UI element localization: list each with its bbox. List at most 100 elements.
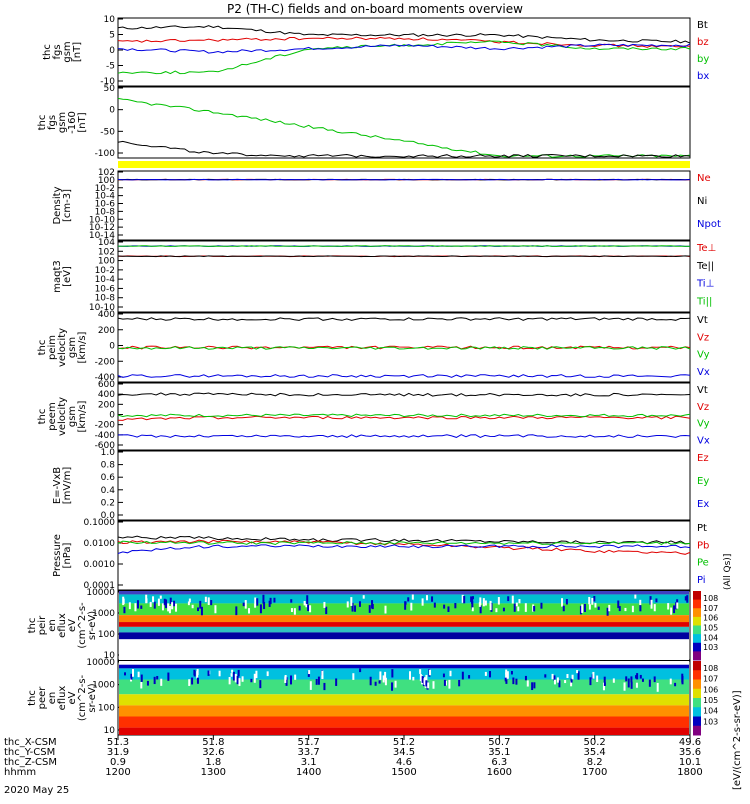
heatmap-speck [515, 678, 518, 685]
heatmap-speck [564, 680, 567, 684]
heatmap-speck [306, 595, 309, 605]
heatmap-speck [602, 682, 605, 691]
series-line-pi [117, 544, 691, 554]
heatmap-speck [681, 675, 684, 685]
heatmap-speck [495, 608, 498, 613]
legend-vt: Vt [697, 315, 708, 326]
legend-vz: Vz [697, 402, 709, 413]
heatmap-speck [134, 603, 137, 612]
ephemeris-value: 50.7 [488, 737, 510, 748]
heatmap-speck [165, 599, 168, 609]
heatmap-speck [298, 605, 301, 611]
heatmap-speck [335, 678, 338, 686]
series-line-vx [117, 434, 691, 438]
heatmap-speck [137, 671, 140, 678]
ephemeris-value: 1700 [582, 767, 607, 778]
heatmap-speck [407, 597, 410, 602]
y-tick-label: -10 [100, 77, 115, 87]
y-axis-label: fgs [52, 44, 63, 59]
heatmap-speck [606, 607, 609, 616]
series-line-pe [117, 540, 691, 546]
heatmap-band [119, 594, 689, 604]
ephemeris-value: 49.6 [679, 737, 701, 748]
heatmap-speck [433, 602, 436, 608]
y-tick-label: 10-6 [95, 284, 116, 294]
y-axis-label: [nT] [77, 112, 88, 132]
panel-frame [117, 240, 691, 313]
heatmap-speck [161, 603, 164, 611]
colorbar-segment [693, 634, 701, 644]
y-tick-label: -600 [95, 441, 116, 451]
heatmap-speck [188, 679, 191, 686]
heatmap-speck [214, 605, 217, 614]
heatmap-speck [159, 595, 162, 599]
heatmap-speck [391, 669, 394, 678]
heatmap-speck [124, 672, 127, 676]
colorbar-unit-tail: (All Qs)] [723, 554, 733, 590]
heatmap-speck [489, 671, 492, 678]
heatmap-speck [484, 671, 487, 676]
ephemeris-value: 51.3 [107, 737, 129, 748]
heatmap-speck [303, 601, 306, 606]
heatmap-speck [524, 675, 527, 681]
heatmap-speck [175, 603, 178, 612]
panel-frame [117, 382, 691, 451]
y-tick-label: 0.0010 [84, 560, 116, 570]
y-tick-label: 10-2 [95, 184, 115, 194]
ephemeris-label: thc_Z-CSM [4, 757, 57, 768]
y-axis-label: [mV/m] [62, 467, 73, 505]
series-line-trace [117, 140, 691, 158]
y-axis-label: Pressure [52, 534, 63, 577]
y-tick-label: 10-12 [89, 223, 115, 233]
heatmap-speck [263, 602, 266, 610]
heatmap-speck [254, 603, 257, 608]
heatmap-speck [617, 600, 620, 609]
y-tick-label: 400 [98, 390, 115, 400]
heatmap-speck [362, 595, 365, 599]
heatmap-speck [561, 598, 564, 607]
heatmap-speck [421, 676, 424, 683]
yellow-band [118, 161, 690, 168]
colorbar-segment [693, 661, 701, 671]
panel-frame [117, 17, 691, 87]
heatmap-band [119, 626, 689, 633]
heatmap-speck [531, 682, 534, 691]
y-axis-label: gsm [57, 112, 68, 133]
heatmap-band [119, 622, 689, 627]
heatmap-band [119, 664, 689, 669]
heatmap-speck [236, 676, 239, 685]
heatmap-speck [510, 670, 513, 675]
y-axis-label: eflux [57, 613, 68, 638]
heatmap-speck [686, 595, 689, 603]
heatmap-speck [131, 668, 134, 677]
heatmap-speck [479, 597, 482, 606]
heatmap-speck [354, 605, 357, 612]
heatmap-band [119, 727, 689, 735]
y-tick-label: 5 [109, 31, 115, 41]
heatmap-speck [608, 604, 611, 612]
series-line-pb [117, 539, 691, 555]
heatmap-speck [167, 672, 170, 681]
heatmap-speck [505, 672, 508, 680]
y-tick-label: 0.0001 [84, 581, 116, 591]
heatmap-speck [544, 674, 547, 678]
heatmap-speck [140, 674, 143, 682]
y-axis-label: eV [67, 691, 78, 704]
y-axis-label: thc [37, 340, 48, 356]
heatmap-speck [540, 602, 543, 609]
ephemeris-value: 32.6 [202, 747, 224, 758]
heatmap-speck [669, 678, 672, 685]
y-axis-label: eflux [57, 686, 68, 711]
heatmap-speck [461, 671, 464, 680]
y-tick-label: 10 [104, 726, 116, 736]
heatmap-speck [650, 599, 653, 609]
heatmap-speck [210, 600, 213, 606]
legend-by: by [697, 54, 709, 65]
heatmap-speck [323, 682, 326, 691]
y-tick-label: 104 [98, 238, 115, 248]
heatmap-speck [431, 596, 434, 602]
heatmap-speck [379, 671, 382, 680]
y-tick-label: 0.1000 [84, 518, 116, 528]
ephemeris-value: 33.7 [298, 747, 320, 758]
heatmap-speck [597, 606, 600, 610]
